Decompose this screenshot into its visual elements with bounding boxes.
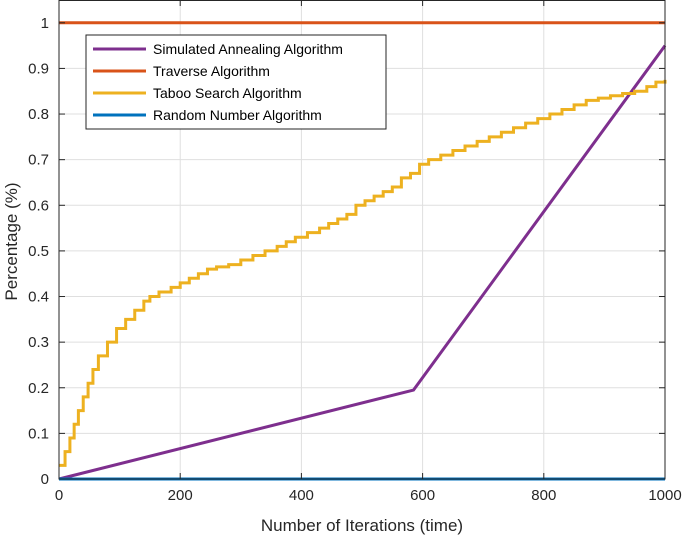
legend-box — [85, 34, 387, 130]
legend-label: Random Number Algorithm — [153, 107, 322, 123]
axis-ticks: 0 200 400 600 800 1000 0 0.1 0.2 0.3 0.4 0.5 0.6 0.7 0… — [28, 0, 682, 504]
legend-label: Traverse Algorithm — [153, 63, 270, 79]
series-line-taboo-search-algorithm — [59, 79, 667, 467]
x-tick-label: 800 — [531, 487, 556, 504]
x-tick-label: 600 — [410, 487, 435, 504]
legend-label: Simulated Annealing Algorithm — [153, 41, 343, 57]
y-tick-label: 0.8 — [28, 106, 49, 123]
x-tick-label: 200 — [168, 487, 193, 504]
plot-area-frame — [58, 0, 666, 480]
legend-label: Taboo Search Algorithm — [153, 85, 302, 101]
y-axis-title: Percentage (%) — [2, 182, 21, 300]
y-tick-label: 0.3 — [28, 334, 49, 351]
legend: Simulated Annealing Algorithm Traverse Al… — [85, 34, 387, 130]
y-tick-label: 0.5 — [28, 243, 49, 260]
x-tick-label: 400 — [289, 487, 314, 504]
y-tick-label: 0.9 — [28, 60, 49, 77]
y-tick-label: 0.6 — [28, 197, 49, 214]
series-line-simulated-annealing-algorithm — [58, 44, 667, 481]
y-tick-label: 0.4 — [28, 289, 49, 306]
y-tick-label: 0 — [41, 471, 49, 488]
y-tick-label: 0.7 — [28, 152, 49, 169]
x-tick-label: 1000 — [648, 487, 681, 504]
y-tick-label: 0.2 — [28, 380, 49, 397]
y-tick-label: 0.1 — [28, 425, 49, 442]
x-tick-label: 0 — [55, 487, 63, 504]
y-tick-label: 1 — [41, 15, 49, 32]
x-axis-title: Number of Iterations (time) — [261, 516, 463, 535]
